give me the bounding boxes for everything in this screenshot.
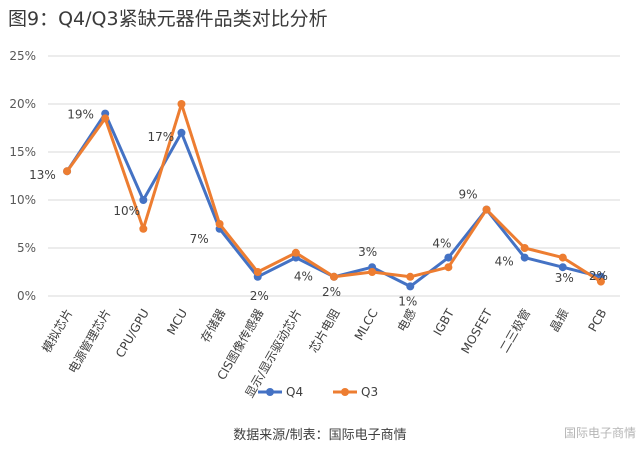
data-point-q3[interactable] — [291, 248, 300, 257]
gridlines — [48, 55, 620, 297]
data-label: 4% — [432, 237, 451, 251]
y-tick-label: 15% — [9, 145, 36, 159]
data-point-q3[interactable] — [330, 272, 338, 281]
x-tick-label: CPU/GPU — [113, 307, 152, 361]
y-tick-label: 10% — [9, 193, 36, 207]
data-label: 19% — [67, 108, 94, 122]
y-tick-label: 0% — [17, 289, 36, 303]
legend-label-q4: Q4 — [286, 385, 303, 399]
legend-label-q3: Q3 — [361, 385, 378, 399]
data-point-q3[interactable] — [596, 277, 605, 286]
data-point-q3[interactable] — [520, 244, 529, 252]
source-note: 数据来源/制表：国际电子商情 — [233, 428, 407, 443]
legend-marker-q3 — [341, 388, 349, 396]
legend: Q4 Q3 — [258, 385, 378, 399]
data-label: 10% — [113, 204, 140, 218]
data-point-q3[interactable] — [482, 205, 491, 214]
data-point-q3[interactable] — [444, 263, 453, 272]
data-label: 4% — [495, 255, 514, 269]
x-tick-label: 二三极管 — [496, 306, 533, 355]
x-tick-label: IGBT — [431, 306, 458, 338]
data-point-q3[interactable] — [253, 268, 262, 276]
data-point-q3[interactable] — [101, 114, 110, 123]
data-label: 9% — [459, 188, 478, 202]
legend-marker-q4 — [266, 388, 274, 396]
x-tick-label: 存储器 — [197, 306, 228, 345]
data-label: 2% — [322, 285, 341, 299]
chart-title: 图9：Q4/Q3紧缺元器件品类对比分析 — [8, 8, 328, 30]
y-tick-label: 25% — [9, 49, 36, 63]
data-label: 7% — [190, 232, 209, 246]
data-label: 13% — [29, 168, 56, 182]
watermark: 国际电子商情 — [563, 426, 636, 440]
y-axis-ticks: 0% 5% 10% 15% 20% 25% — [9, 49, 36, 303]
data-label: 3% — [358, 245, 377, 259]
data-point-q3[interactable] — [406, 272, 415, 281]
data-point-q4[interactable] — [406, 282, 415, 291]
data-label: 1% — [398, 294, 417, 308]
x-tick-label: MLCC — [352, 307, 381, 343]
data-point-q4[interactable] — [520, 253, 529, 262]
legend-item-q4[interactable]: Q4 — [258, 385, 303, 399]
x-tick-label: 晶振 — [547, 307, 571, 335]
data-point-q4[interactable] — [558, 263, 567, 272]
y-tick-label: 5% — [17, 241, 36, 255]
x-tick-label: MCU — [164, 307, 190, 338]
y-tick-label: 20% — [9, 97, 36, 111]
x-tick-label: 模拟芯片 — [40, 307, 76, 356]
data-point-q3[interactable] — [139, 224, 148, 233]
x-tick-label: 芯片电阻 — [306, 307, 342, 356]
data-point-q4[interactable] — [139, 196, 148, 204]
x-tick-label: 电感 — [394, 306, 419, 334]
data-label: 4% — [294, 270, 313, 284]
data-label: 17% — [147, 130, 174, 144]
x-tick-label: PCB — [585, 307, 609, 335]
legend-item-q3[interactable]: Q3 — [333, 385, 378, 399]
data-point-q3[interactable] — [368, 268, 377, 276]
data-label: 3% — [555, 271, 574, 285]
data-point-q4[interactable] — [444, 253, 453, 262]
data-point-q3[interactable] — [215, 220, 224, 228]
data-label: 2% — [250, 289, 269, 303]
data-point-q3[interactable] — [63, 167, 72, 176]
data-label: 2% — [589, 269, 608, 283]
x-tick-label: MOSFET — [458, 306, 495, 356]
data-labels: 13% 19% 10% 17% 7% 2% 4% 2% 3% 1% 4% 9% 4% 3% 2% — [29, 108, 608, 309]
data-point-q3[interactable] — [177, 100, 186, 108]
data-point-q4[interactable] — [177, 128, 186, 137]
data-point-q3[interactable] — [558, 253, 567, 262]
series-lines — [63, 100, 605, 291]
